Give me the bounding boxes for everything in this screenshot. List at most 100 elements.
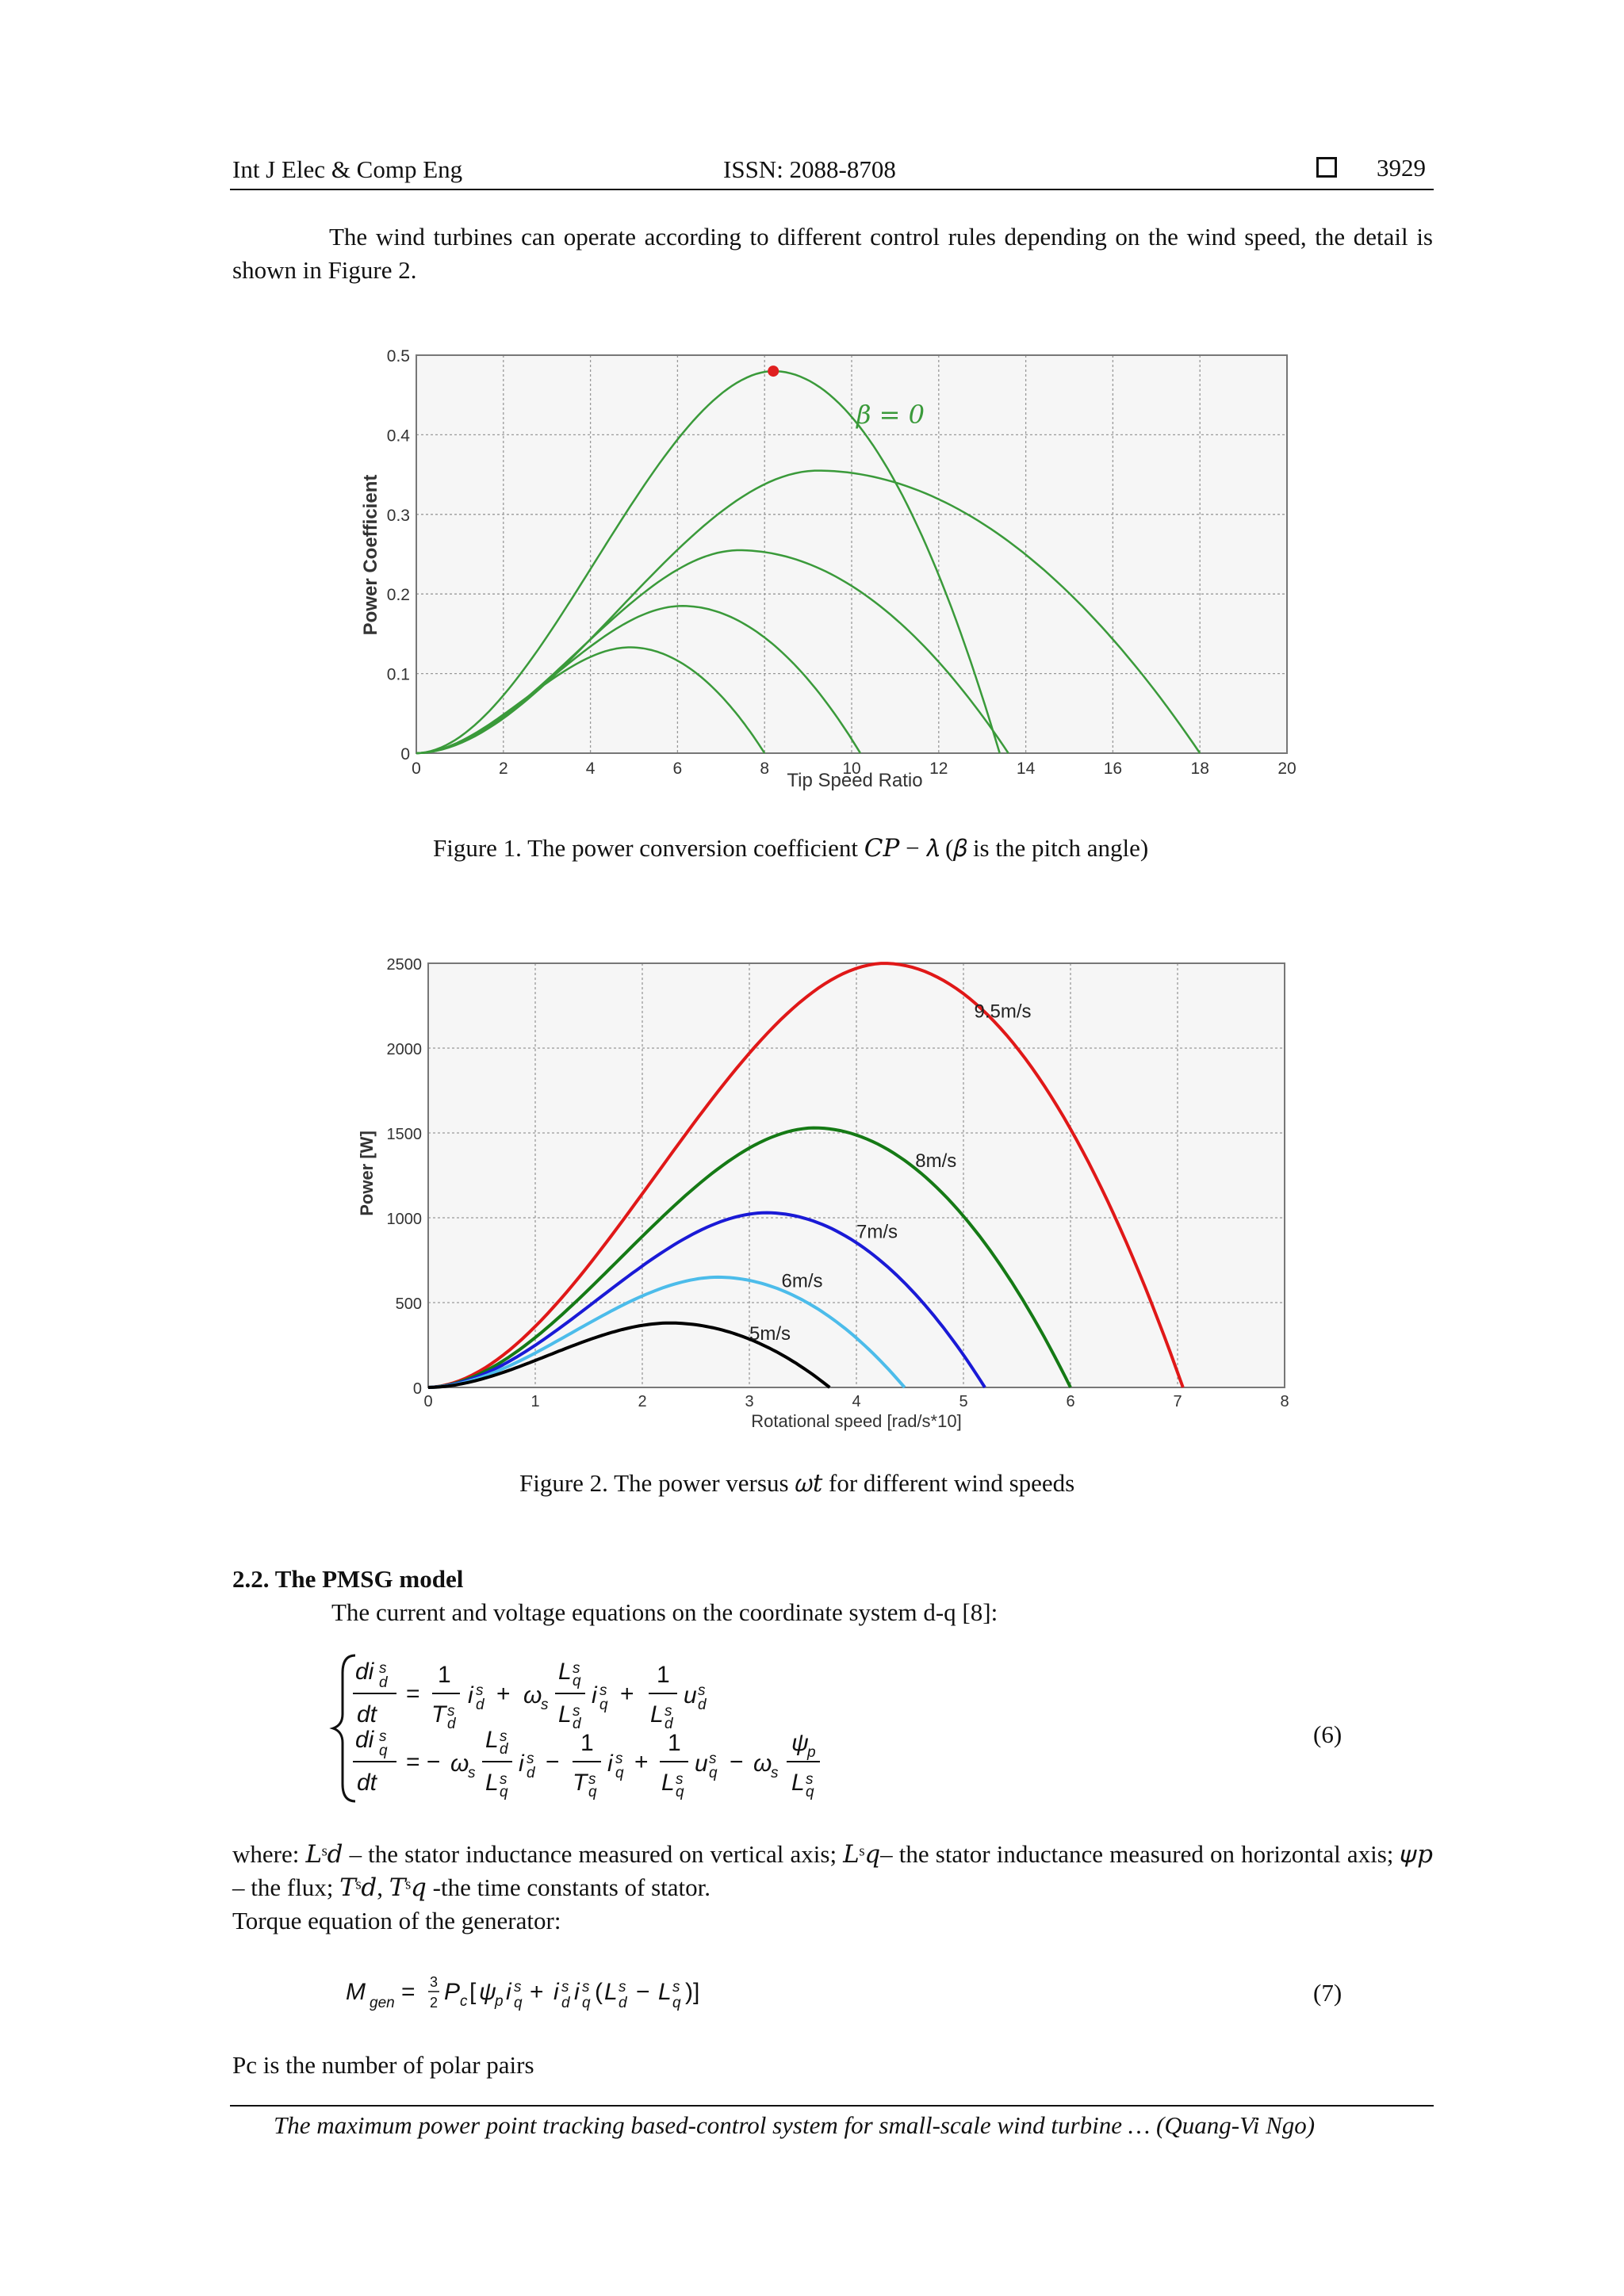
fig1-xlabel: Tip Speed Ratio: [787, 770, 922, 791]
svg-text:dt: dt: [357, 1770, 378, 1796]
svg-text:d: d: [500, 1741, 509, 1758]
y-tick-label: 500: [396, 1295, 422, 1313]
svg-text:L: L: [791, 1770, 805, 1796]
svg-text:ω: ω: [753, 1751, 772, 1777]
svg-text:s: s: [541, 1697, 549, 1713]
svg-text:u: u: [684, 1682, 697, 1709]
x-tick-label: 8: [1280, 1393, 1289, 1410]
fig1-plot-area: [416, 355, 1287, 753]
svg-text:s: s: [514, 1979, 522, 1996]
x-tick-label: 4: [852, 1393, 860, 1410]
fig2-curves: [427, 962, 1185, 1389]
svg-text:L: L: [604, 1979, 618, 2005]
series-line-6m/s: [427, 1275, 906, 1389]
svg-text:i: i: [506, 1979, 512, 2005]
fig1-frame: [416, 354, 1288, 754]
y-tick-label: 0.5: [387, 347, 410, 365]
x-tick-label: 20: [1277, 760, 1296, 778]
svg-text:s: s: [527, 1751, 534, 1767]
figure-1-chart: 0 2 4 6 8 10 12 14 16 18 20 0 0.1 0.2 0.3 0.4 0.5 Tip Sp…: [360, 347, 1297, 791]
svg-text:s: s: [619, 1979, 626, 1996]
svg-text:s: s: [500, 1728, 508, 1745]
y-tick-label: 1000: [387, 1211, 423, 1228]
section-heading: 2.2. The PMSG model: [232, 1565, 464, 1593]
x-tick-label: 2: [499, 760, 508, 778]
svg-text:i: i: [607, 1751, 614, 1777]
svg-text:−: −: [730, 1749, 744, 1775]
svg-text:3: 3: [430, 1974, 438, 1990]
svg-text:d: d: [619, 1995, 628, 2011]
svg-text:1: 1: [438, 1662, 451, 1688]
equation-6-number: (6): [1313, 1720, 1342, 1748]
svg-text:2: 2: [430, 1995, 438, 2011]
series-line-curve-5: [416, 646, 766, 755]
y-tick-label: 0.2: [387, 586, 410, 604]
svg-text:s: s: [806, 1771, 814, 1788]
svg-text:c: c: [460, 1993, 468, 2010]
svg-text:=: =: [406, 1681, 420, 1707]
running-footer: The maximum power point tracking based-c…: [274, 2111, 1316, 2139]
x-tick-label: 14: [1017, 760, 1036, 778]
svg-text:dt: dt: [357, 1701, 378, 1728]
square-bullet-icon: [1316, 157, 1337, 178]
y-tick-label: 1500: [387, 1126, 423, 1143]
x-tick-label: 5: [959, 1393, 967, 1410]
svg-text:s: s: [379, 1728, 387, 1745]
page-number: 3929: [1377, 154, 1426, 182]
svg-text:p: p: [806, 1744, 816, 1761]
y-tick-label: 0: [413, 1380, 422, 1398]
fig2-xlabel: Rotational speed [rad/s*10]: [751, 1411, 961, 1431]
x-tick-label: 2: [638, 1393, 646, 1410]
series-label: 5m/s: [749, 1323, 791, 1345]
series-line-curve-1: [416, 369, 1001, 755]
torque-intro: Torque equation of the generator:: [232, 1907, 561, 1934]
y-tick-label: 2500: [387, 956, 423, 974]
svg-text:gen: gen: [370, 1995, 395, 2011]
svg-text:q: q: [514, 1995, 523, 2011]
x-tick-label: 18: [1191, 760, 1209, 778]
svg-text:P: P: [444, 1979, 460, 2005]
x-tick-label: 8: [760, 760, 769, 778]
fig2-ylabel: Power [W]: [357, 1131, 377, 1216]
svg-text:d: d: [527, 1765, 536, 1781]
svg-text:q: q: [672, 1995, 681, 2011]
svg-text:q: q: [379, 1743, 388, 1759]
series-line-9.5m/s: [427, 962, 1185, 1389]
series-label: 6m/s: [782, 1271, 823, 1292]
svg-text:s: s: [573, 1660, 580, 1677]
svg-text:L: L: [558, 1659, 572, 1685]
svg-text:(: (: [595, 1979, 603, 2005]
svg-text:d: d: [698, 1697, 707, 1713]
series-line-8m/s: [427, 1126, 1072, 1389]
fig2-series-labels: 9.5m/s 8m/s 7m/s 6m/s 5m/s: [749, 1001, 1032, 1345]
svg-text:1: 1: [580, 1730, 594, 1756]
svg-text:1: 1: [657, 1662, 670, 1688]
x-tick-label: 16: [1104, 760, 1122, 778]
svg-text:s: s: [698, 1682, 706, 1699]
svg-text:i: i: [468, 1682, 474, 1709]
running-header-page: 3929: [1316, 154, 1426, 182]
fig1-ticks: 0 2 4 6 8 10 12 14 16 18 20 0 0.1 0.2 0.3 0.4 0.5: [387, 347, 1297, 778]
intro-paragraph: The wind turbines can operate according …: [232, 223, 1433, 284]
footer-rule: [230, 2105, 1434, 2107]
svg-text:L: L: [658, 1979, 672, 2005]
svg-text:M: M: [346, 1979, 366, 2005]
polar-pairs-line: Pc is the number of polar pairs: [232, 2051, 534, 2079]
x-tick-label: 10: [842, 760, 860, 778]
svg-text:s: s: [476, 1682, 484, 1699]
svg-text:s: s: [447, 1703, 455, 1720]
where-paragraph: where: 𝐿ˢ𝑑 – the stator inductance measu…: [232, 1840, 1433, 1901]
svg-text:L: L: [650, 1701, 664, 1728]
svg-text:s: s: [672, 1979, 680, 1996]
svg-text:s: s: [615, 1751, 623, 1767]
svg-text:−: −: [636, 1979, 650, 2005]
svg-text:L: L: [485, 1727, 499, 1753]
svg-text:ω: ω: [450, 1751, 469, 1777]
svg-text:q: q: [588, 1784, 597, 1800]
y-tick-label: 2000: [387, 1041, 423, 1058]
fig2-grid: [428, 963, 1285, 1387]
